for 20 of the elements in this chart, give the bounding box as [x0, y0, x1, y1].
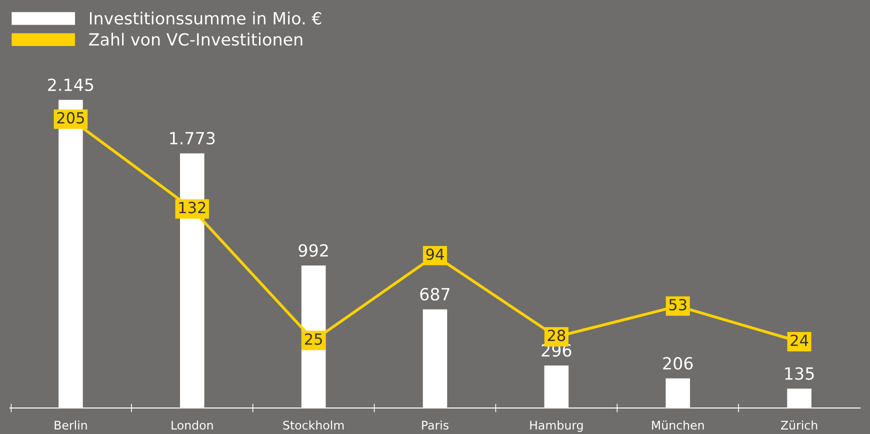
- x-tick-label: Berlin: [54, 420, 87, 430]
- x-tick-label: London: [172, 420, 213, 430]
- x-tick-label: Zürich: [780, 420, 818, 430]
- x-tick-label: München: [652, 420, 704, 430]
- data-label: 24: [790, 334, 808, 346]
- data-label: 687: [420, 288, 450, 301]
- data-label: 1.773: [170, 132, 215, 145]
- x-tick-label: Paris: [422, 420, 448, 430]
- data-label: 206: [663, 357, 693, 370]
- data-label: 992: [298, 244, 328, 257]
- data-label: 53: [669, 298, 686, 310]
- data-label: 135: [785, 367, 814, 380]
- legend-label: Investitionssumme in Mio. €: [90, 12, 322, 25]
- legend-label: Zahl von VC-Investitionen: [89, 32, 302, 46]
- data-label: 2.145: [48, 78, 94, 92]
- x-tick-label: Hamburg: [530, 420, 583, 432]
- data-label: 94: [426, 248, 444, 260]
- data-label: 28: [548, 330, 566, 342]
- x-tick-label: Stockholm: [283, 420, 344, 430]
- data-label: 25: [304, 333, 322, 345]
